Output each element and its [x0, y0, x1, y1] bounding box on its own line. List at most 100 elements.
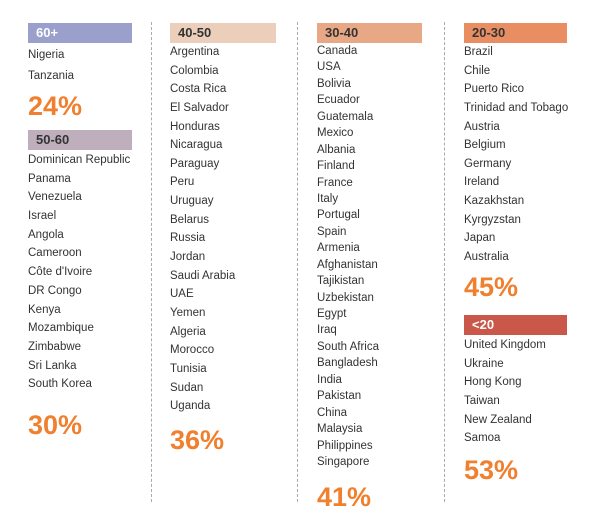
list-item: United Kingdom: [464, 339, 546, 351]
list-item: Morocco: [170, 344, 215, 357]
list-item: Kenya: [28, 303, 61, 316]
list-item: Saudi Arabia: [170, 269, 236, 282]
country-list: Canada USA Bolivia Ecuador Guatemala Mex…: [317, 43, 422, 470]
list-item: Cameroon: [28, 247, 82, 260]
list-item: Yemen: [170, 306, 206, 319]
country-list: Nigeria Tanzania: [28, 45, 132, 87]
list-item: Belarus: [170, 213, 209, 226]
country-list: Dominican Republic Panama Venezuela Isra…: [28, 151, 132, 394]
list-item: Trinidad and Tobago: [464, 101, 569, 114]
list-item: Canada: [317, 45, 358, 57]
list-item: South Korea: [28, 378, 92, 391]
list-item: Nicaragua: [170, 139, 223, 152]
list-item: Tajikistan: [317, 275, 365, 288]
list-item: Italy: [317, 192, 339, 205]
list-item: Sri Lanka: [28, 359, 77, 372]
list-item: Finland: [317, 160, 355, 173]
group-percent: 53%: [464, 455, 519, 486]
list-item: Tunisia: [170, 362, 207, 375]
list-item: Colombia: [170, 64, 219, 77]
group-percent: 30%: [28, 409, 83, 440]
list-item: China: [317, 406, 348, 419]
list-item: India: [317, 373, 342, 386]
list-item: Albania: [317, 143, 356, 156]
list-item: France: [317, 176, 353, 189]
list-item: Russia: [170, 232, 206, 245]
list-item: Uzbekistan: [317, 291, 374, 304]
column-divider: [297, 22, 298, 502]
group-20-30: 20-30 Brazil Chile Puerto Rico Trinidad …: [464, 23, 568, 302]
list-item: Japan: [464, 232, 496, 245]
list-item: Uganda: [170, 400, 211, 413]
list-item: Taiwan: [464, 395, 500, 408]
list-item: Australia: [464, 251, 509, 264]
country-list: Argentina Colombia Costa Rica El Salvado…: [170, 43, 276, 416]
list-item: Malaysia: [317, 423, 363, 436]
list-item: New Zealand: [464, 413, 532, 426]
group-percent: 45%: [464, 271, 519, 302]
list-item: Argentina: [170, 46, 220, 58]
list-item: Ecuador: [317, 94, 360, 107]
list-item: Mozambique: [28, 322, 94, 335]
list-item: Côte d'Ivoire: [28, 266, 93, 279]
group-header: 50-60: [28, 130, 132, 150]
group-30-40: 30-40 Canada USA Bolivia Ecuador Guatema…: [317, 23, 422, 512]
list-item: Guatemala: [317, 110, 374, 123]
group-percent: 24%: [28, 91, 83, 121]
list-item: Singapore: [317, 455, 370, 468]
group-under-20: <20 United Kingdom Ukraine Hong Kong Tai…: [464, 315, 567, 485]
list-item: South Africa: [317, 340, 380, 353]
list-item: Iraq: [317, 324, 337, 337]
list-item: Portugal: [317, 209, 360, 222]
list-item: El Salvador: [170, 101, 229, 114]
list-item: Puerto Rico: [464, 83, 525, 96]
list-item: Ireland: [464, 176, 500, 189]
group-header: <20: [464, 315, 567, 335]
group-header: 60+: [28, 23, 132, 43]
country-list: United Kingdom Ukraine Hong Kong Taiwan …: [464, 336, 567, 448]
list-item: Costa Rica: [170, 83, 227, 96]
country-list: Brazil Chile Puerto Rico Trinidad and To…: [464, 43, 568, 267]
group-40-50: 40-50 Argentina Colombia Costa Rica El S…: [170, 23, 276, 455]
list-item: Dominican Republic: [28, 154, 131, 166]
list-item: Afghanistan: [317, 258, 378, 271]
list-item: Hong Kong: [464, 376, 522, 389]
list-item: Egypt: [317, 308, 347, 320]
list-item: Paraguay: [170, 157, 220, 170]
list-item: Philippines: [317, 439, 373, 452]
list-item: Panama: [28, 172, 71, 185]
list-item: Kyrgyzstan: [464, 213, 521, 226]
group-50-60: 50-60 Dominican Republic Panama Venezuel…: [28, 130, 132, 440]
list-item: Honduras: [170, 120, 220, 133]
list-item: Venezuela: [28, 191, 82, 204]
column-divider: [444, 22, 445, 502]
list-item: Chile: [464, 64, 491, 77]
list-item: Pakistan: [317, 390, 362, 403]
list-item: Nigeria: [28, 49, 65, 61]
list-item: Uruguay: [170, 195, 214, 208]
group-60-plus: 60+ Nigeria Tanzania 24%: [28, 23, 132, 121]
group-header: 40-50: [170, 23, 276, 43]
list-item: Peru: [170, 176, 195, 189]
list-item: Spain: [317, 225, 347, 238]
list-item: Kazakhstan: [464, 195, 525, 208]
list-item: Austria: [464, 120, 500, 133]
list-item: Zimbabwe: [28, 340, 82, 353]
list-item: UAE: [170, 288, 194, 301]
group-header: 30-40: [317, 23, 422, 43]
column-divider: [151, 22, 152, 502]
list-item: Israel: [28, 210, 57, 223]
list-item: Mexico: [317, 127, 354, 140]
list-item: USA: [317, 61, 341, 74]
list-item: Angola: [28, 228, 64, 241]
list-item: Samoa: [464, 432, 501, 445]
list-item: Bangladesh: [317, 357, 378, 370]
group-percent: 36%: [170, 424, 225, 455]
list-item: Armenia: [317, 242, 360, 255]
list-item: Sudan: [170, 381, 204, 394]
list-item: Bolivia: [317, 77, 351, 90]
list-item: Algeria: [170, 325, 206, 338]
group-header: 20-30: [464, 23, 567, 43]
list-item: Ukraine: [464, 357, 504, 370]
list-item: DR Congo: [28, 284, 82, 297]
